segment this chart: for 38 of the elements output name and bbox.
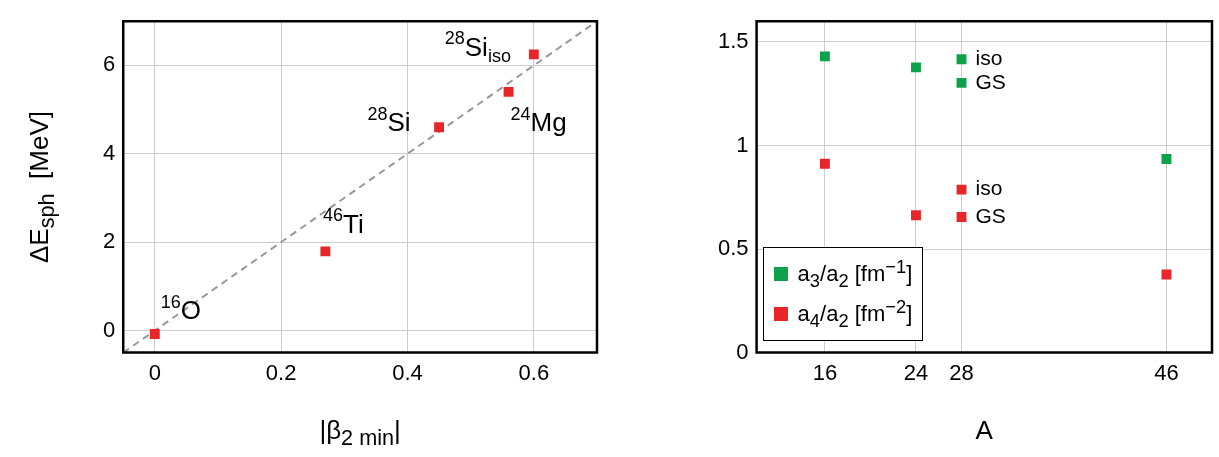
y-tick-label: 1 xyxy=(736,131,749,157)
x-axis-title: |β$_{2 min}$| xyxy=(318,415,402,452)
x-tick-label: 0 xyxy=(148,359,161,385)
y-tick-label: 2 xyxy=(102,228,116,254)
point xyxy=(149,329,160,339)
legend-label: a$_{3}$/a$_{2}$ [fm$^{−1}$] xyxy=(797,255,913,292)
point xyxy=(503,86,514,97)
y-tick-label: 0 xyxy=(102,316,116,342)
point xyxy=(956,54,967,65)
x-tick-label: 0.6 xyxy=(518,359,550,385)
x-tick-label: 16 xyxy=(812,359,838,385)
x-tick-label: 24 xyxy=(903,359,929,385)
point xyxy=(434,122,445,133)
point xyxy=(320,246,331,257)
y-tick-label: 4 xyxy=(102,139,116,165)
point xyxy=(956,211,967,222)
annotation: iso xyxy=(975,176,1003,200)
annotation: iso xyxy=(975,46,1003,70)
point xyxy=(911,62,921,73)
legend-label: a$_{4}$/a$_{2}$ [fm$^{−2}$] xyxy=(797,295,913,332)
y-tick-label: 0.5 xyxy=(717,235,749,261)
point xyxy=(911,210,921,221)
y-tick-label: 6 xyxy=(102,51,116,77)
x-tick-label: 0.2 xyxy=(265,359,297,385)
x-tick-label: 46 xyxy=(1154,359,1179,385)
y-tick-label: 0 xyxy=(736,338,749,364)
x-tick-label: 0.4 xyxy=(392,359,423,385)
y-tick-label: 1.5 xyxy=(717,27,749,53)
annotation: GS xyxy=(975,203,1006,227)
x-tick-label: 28 xyxy=(949,359,974,385)
point xyxy=(528,49,539,60)
point xyxy=(1161,153,1172,164)
point xyxy=(819,158,830,169)
x-axis-title: A xyxy=(974,415,994,446)
point xyxy=(956,184,967,195)
point xyxy=(819,51,830,62)
point xyxy=(956,77,967,88)
annotation: GS xyxy=(975,69,1006,93)
